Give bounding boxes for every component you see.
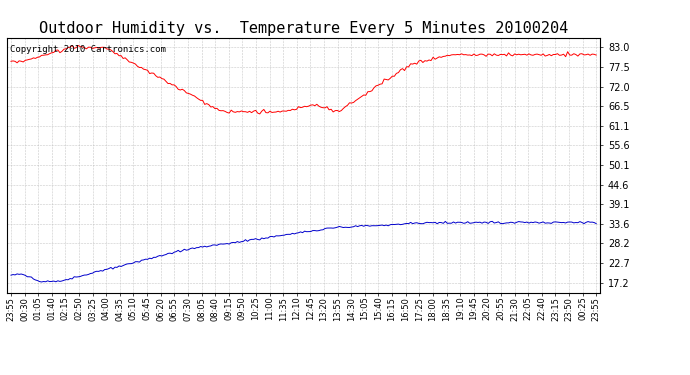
Title: Outdoor Humidity vs.  Temperature Every 5 Minutes 20100204: Outdoor Humidity vs. Temperature Every 5… [39, 21, 569, 36]
Text: Copyright 2010 Cartronics.com: Copyright 2010 Cartronics.com [10, 45, 166, 54]
